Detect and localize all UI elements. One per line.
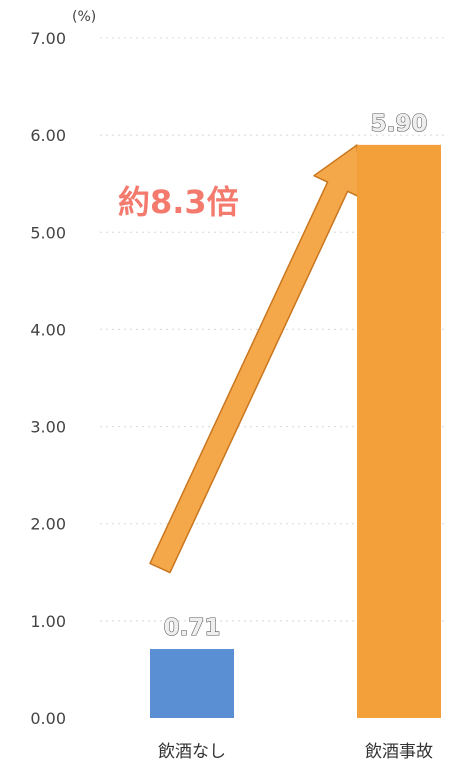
y-axis: (%) 0.00 1.00 2.00 3.00 4.00 5.00 6.00 7.00 [30,9,96,728]
bars [150,144,441,718]
y-tick-label: 0.00 [30,709,66,728]
arrow-shape [149,144,362,574]
y-tick-label: 5.00 [30,223,66,242]
category-label: 飲酒事故 [365,742,433,762]
y-tick-label: 2.00 [30,515,66,534]
ratio-annotation: 約8.3倍 [118,183,239,221]
ratio-arrow [149,144,362,574]
category-label: 飲酒なし [158,742,226,762]
bar-1 [150,649,234,718]
y-tick-label: 3.00 [30,418,66,437]
bar-value-labels: 0.71 5.90 [163,110,428,641]
bar-value-label: 5.90 [371,111,428,137]
category-labels: 飲酒なし 飲酒事故 [158,742,433,762]
bar-2 [357,144,441,718]
y-tick-label: 4.00 [30,320,66,339]
y-tick-label: 7.00 [30,29,66,48]
bar-value-label: 0.71 [164,615,221,641]
y-tick-label: 6.00 [30,126,66,145]
y-tick-label: 1.00 [30,612,66,631]
y-axis-unit-label: (%) [72,9,96,25]
